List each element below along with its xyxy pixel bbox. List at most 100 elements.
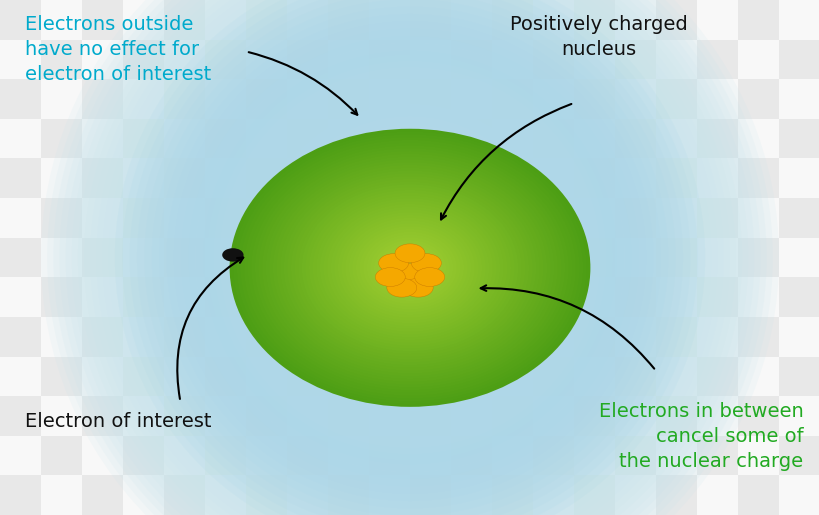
Bar [246, 79, 287, 119]
Ellipse shape [384, 248, 435, 287]
Ellipse shape [144, 0, 675, 515]
Bar [696, 277, 737, 317]
Bar [614, 238, 655, 277]
Bar [491, 0, 532, 40]
Bar [573, 436, 614, 475]
Bar [532, 475, 573, 515]
Bar [41, 475, 82, 515]
Bar [450, 159, 491, 198]
Bar [369, 79, 410, 119]
Bar [246, 396, 287, 436]
Bar [450, 79, 491, 119]
Ellipse shape [391, 239, 428, 276]
Bar [328, 317, 369, 356]
Bar [328, 356, 369, 396]
Bar [287, 119, 328, 159]
Bar [287, 40, 328, 79]
Bar [82, 238, 123, 277]
Ellipse shape [293, 141, 526, 374]
Ellipse shape [380, 228, 439, 287]
Ellipse shape [330, 207, 489, 329]
Bar [491, 198, 532, 238]
Ellipse shape [404, 251, 415, 264]
Ellipse shape [311, 159, 508, 356]
Bar [246, 119, 287, 159]
Ellipse shape [373, 220, 446, 295]
Bar [573, 356, 614, 396]
Ellipse shape [66, 0, 753, 515]
Ellipse shape [255, 148, 564, 387]
Bar [614, 277, 655, 317]
Bar [287, 396, 328, 436]
Bar [614, 436, 655, 475]
Bar [655, 356, 696, 396]
Ellipse shape [174, 21, 645, 494]
Ellipse shape [247, 95, 572, 420]
Bar [532, 396, 573, 436]
Bar [0, 159, 41, 198]
Bar [410, 277, 450, 317]
Bar [410, 0, 450, 40]
Bar [369, 198, 410, 238]
Ellipse shape [294, 179, 525, 357]
Bar [778, 119, 819, 159]
Ellipse shape [84, 0, 735, 515]
Bar [41, 238, 82, 277]
Bar [410, 356, 450, 396]
Bar [41, 277, 82, 317]
Bar [573, 396, 614, 436]
Bar [205, 40, 246, 79]
Ellipse shape [176, 24, 643, 491]
Ellipse shape [388, 251, 431, 284]
Bar [0, 396, 41, 436]
Bar [369, 277, 410, 317]
Bar [737, 0, 778, 40]
Ellipse shape [276, 165, 543, 371]
Bar [205, 0, 246, 40]
Ellipse shape [334, 210, 485, 326]
Ellipse shape [309, 190, 510, 346]
Bar [410, 475, 450, 515]
Ellipse shape [319, 198, 500, 337]
Ellipse shape [358, 206, 461, 309]
Ellipse shape [240, 88, 579, 427]
Ellipse shape [240, 137, 579, 399]
Bar [205, 356, 246, 396]
Bar [778, 198, 819, 238]
Bar [205, 475, 246, 515]
Bar [0, 0, 41, 40]
Ellipse shape [399, 260, 420, 276]
Bar [0, 436, 41, 475]
Bar [41, 356, 82, 396]
Bar [696, 356, 737, 396]
Bar [287, 79, 328, 119]
Ellipse shape [102, 0, 717, 515]
Ellipse shape [348, 196, 471, 319]
Bar [164, 79, 205, 119]
Bar [450, 475, 491, 515]
Ellipse shape [72, 0, 747, 515]
Bar [778, 238, 819, 277]
Bar [41, 79, 82, 119]
Bar [655, 119, 696, 159]
Ellipse shape [314, 162, 505, 353]
Ellipse shape [287, 134, 532, 381]
Ellipse shape [225, 73, 594, 442]
Bar [205, 198, 246, 238]
Bar [82, 119, 123, 159]
Bar [614, 79, 655, 119]
Ellipse shape [343, 191, 476, 324]
Ellipse shape [299, 147, 520, 368]
Ellipse shape [348, 220, 471, 315]
Ellipse shape [341, 215, 478, 321]
Bar [164, 396, 205, 436]
Ellipse shape [316, 196, 503, 340]
Ellipse shape [269, 117, 550, 398]
Bar [655, 436, 696, 475]
Ellipse shape [129, 0, 690, 515]
Ellipse shape [298, 182, 521, 354]
Bar [450, 277, 491, 317]
Text: Electrons outside
have no effect for
electron of interest: Electrons outside have no effect for ele… [25, 15, 210, 84]
Bar [655, 159, 696, 198]
Bar [573, 475, 614, 515]
